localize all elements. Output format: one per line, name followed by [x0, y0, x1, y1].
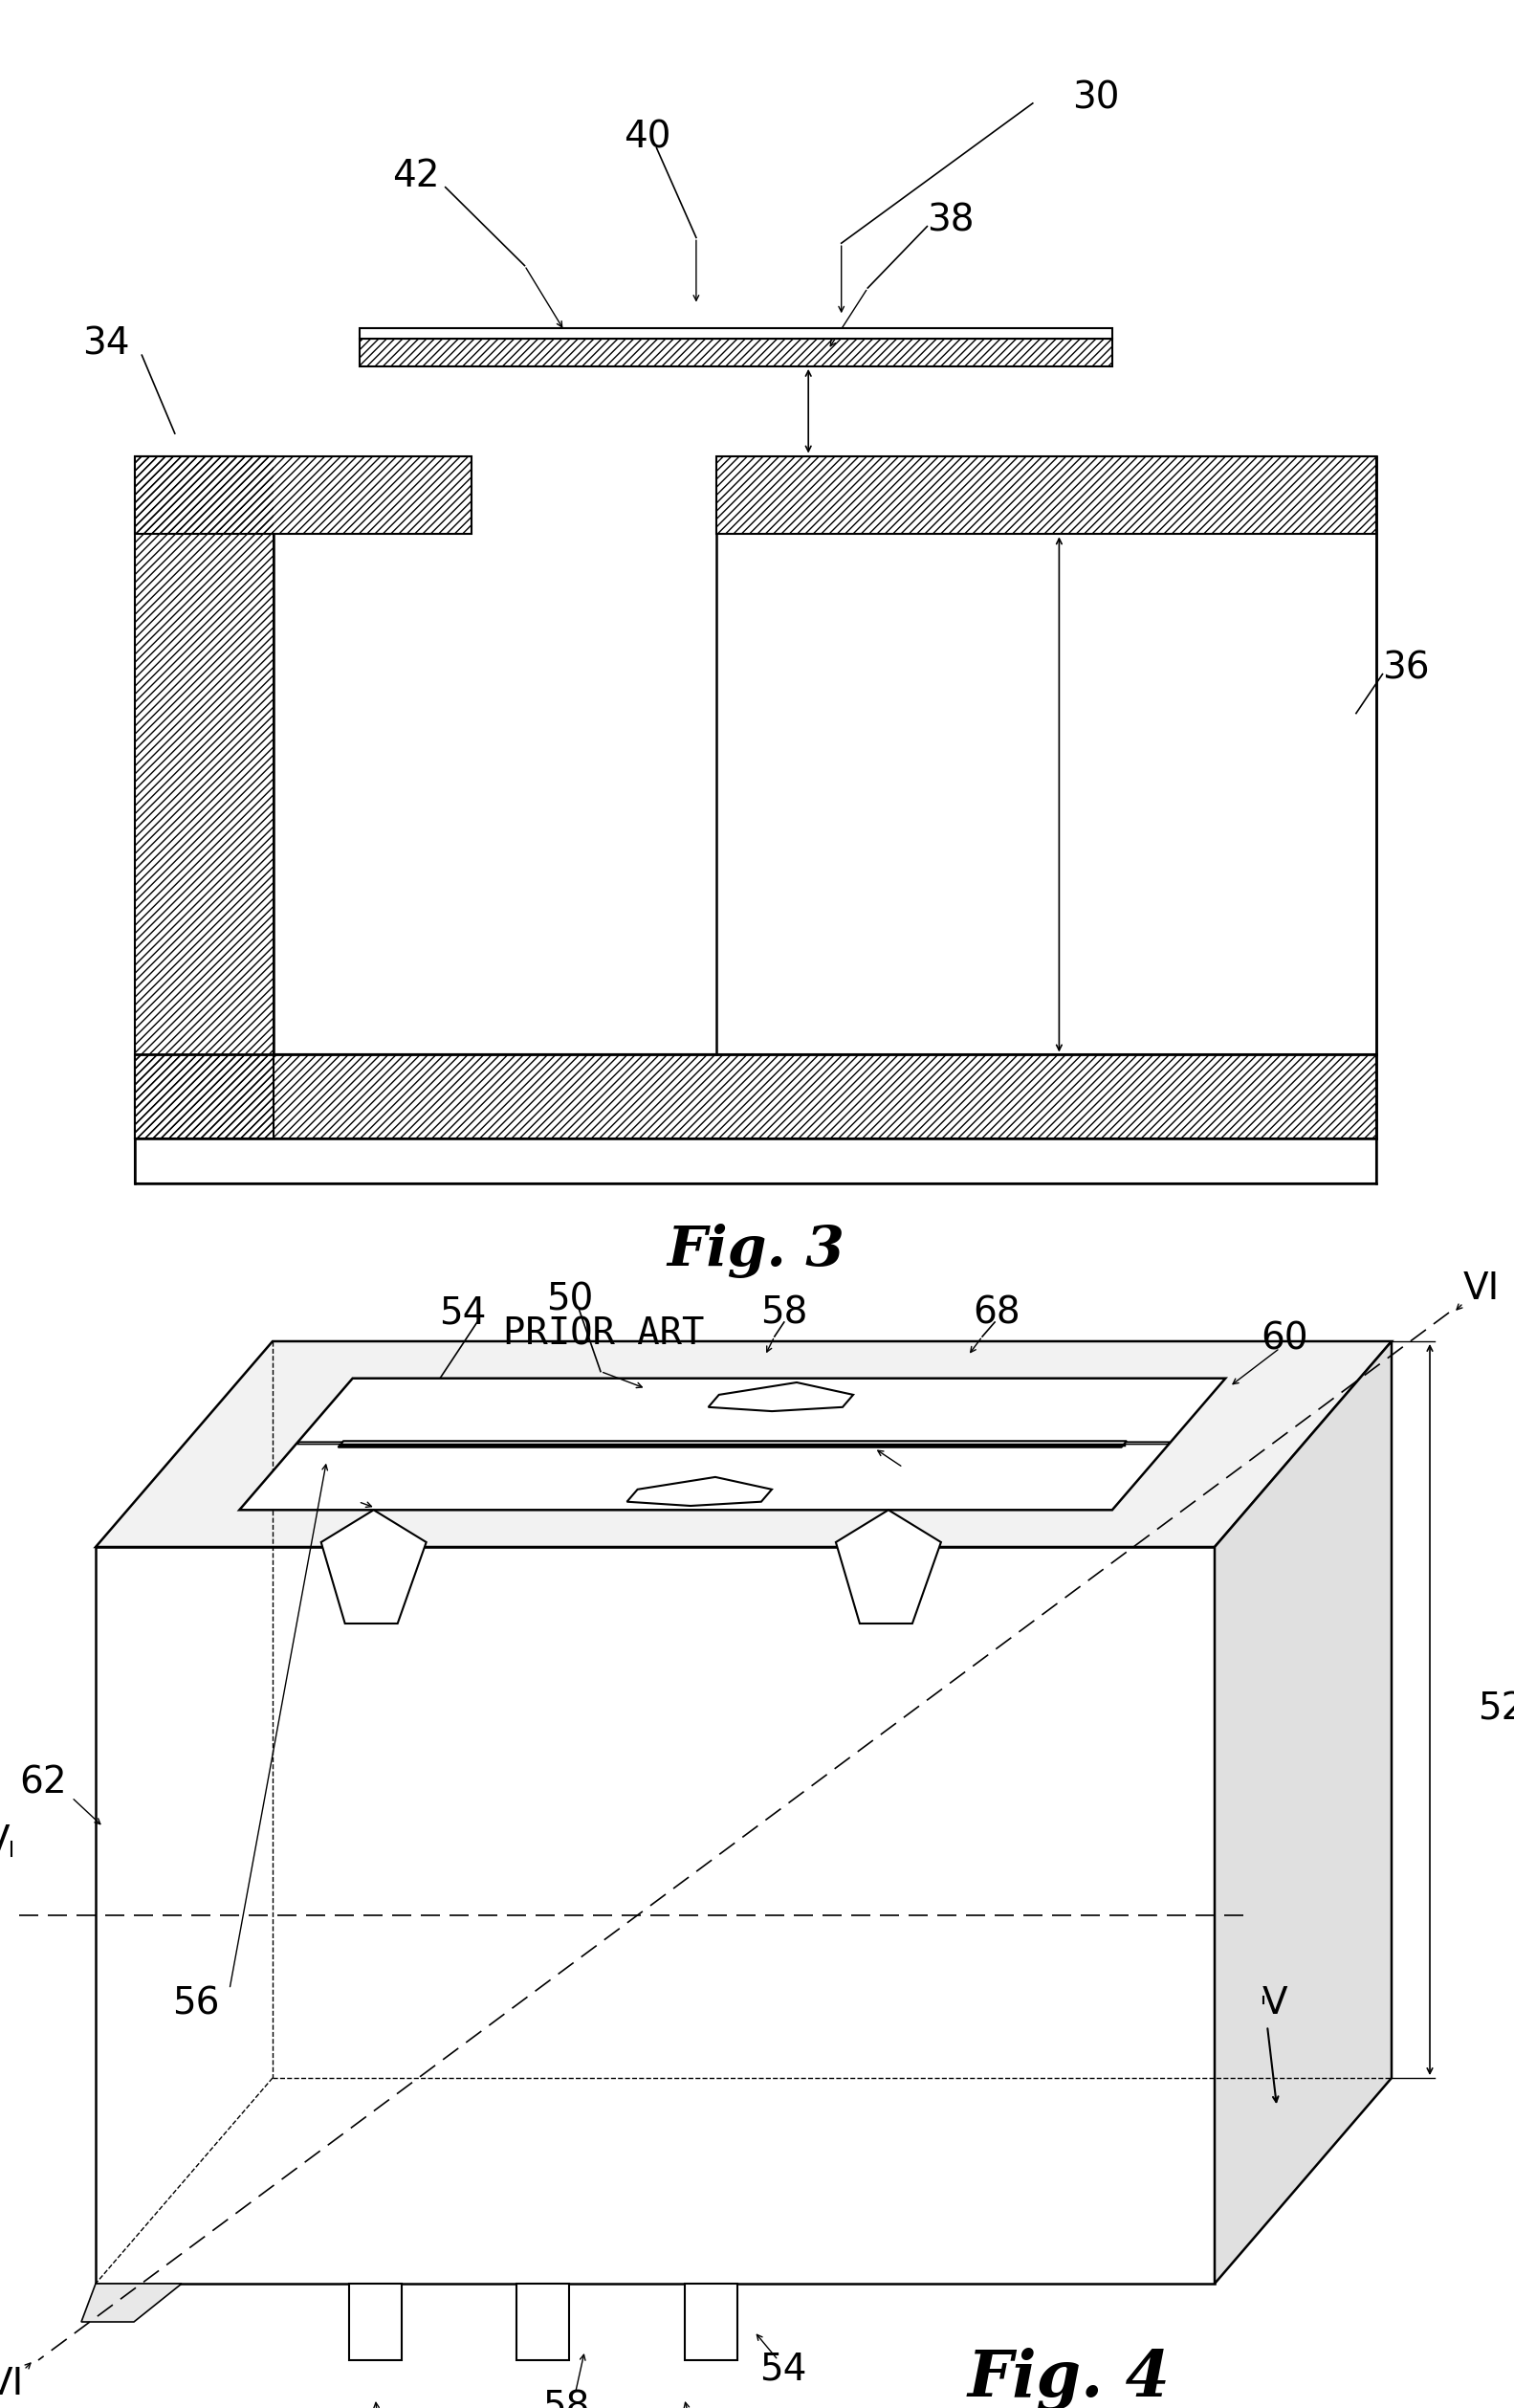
- Text: 50: 50: [545, 1281, 593, 1317]
- Text: VI: VI: [0, 2367, 24, 2403]
- Bar: [684, 2283, 737, 2360]
- Bar: [516, 2283, 569, 2360]
- Text: 54: 54: [439, 1296, 486, 1332]
- Text: 60: 60: [1261, 1320, 1308, 1356]
- Bar: [135, 1139, 1376, 1182]
- Text: Fig. 3: Fig. 3: [666, 1223, 845, 1279]
- Polygon shape: [95, 1546, 1214, 2283]
- Text: VI: VI: [1464, 1271, 1500, 1308]
- Polygon shape: [321, 1510, 427, 1623]
- Polygon shape: [239, 1377, 1225, 1510]
- Text: 42: 42: [392, 159, 441, 195]
- Text: PRIOR ART: PRIOR ART: [503, 1317, 704, 1353]
- Text: 68: 68: [974, 1296, 1020, 1332]
- Bar: [350, 2283, 401, 2360]
- Bar: [716, 455, 1376, 535]
- Polygon shape: [82, 2283, 182, 2321]
- Text: 58: 58: [760, 1296, 807, 1332]
- Bar: [135, 455, 274, 1139]
- Text: V: V: [1263, 1987, 1288, 2023]
- Text: 30: 30: [1072, 79, 1120, 116]
- Text: Fig. 4: Fig. 4: [967, 2348, 1170, 2408]
- Polygon shape: [836, 1510, 942, 1623]
- Bar: [135, 455, 274, 1139]
- Bar: [135, 1055, 1376, 1139]
- Bar: [360, 340, 1111, 366]
- Bar: [360, 327, 1111, 340]
- Polygon shape: [627, 1476, 772, 1505]
- Text: 36: 36: [1382, 650, 1429, 686]
- Polygon shape: [1214, 1341, 1391, 2283]
- Text: 54: 54: [760, 2353, 807, 2389]
- Text: 34: 34: [82, 325, 130, 361]
- Text: 58: 58: [542, 2389, 589, 2408]
- Text: 52: 52: [1478, 1690, 1514, 1729]
- Text: 38: 38: [927, 202, 975, 238]
- Bar: [135, 455, 472, 535]
- Bar: [135, 455, 472, 535]
- Bar: [716, 455, 1376, 535]
- Polygon shape: [338, 1440, 1126, 1447]
- Bar: [135, 1055, 1376, 1139]
- Polygon shape: [95, 1341, 1391, 1546]
- Text: V: V: [0, 1823, 9, 1859]
- Bar: [360, 340, 1111, 366]
- Text: 62: 62: [884, 1459, 931, 1495]
- Text: 62: 62: [20, 1765, 67, 1801]
- Text: 40: 40: [624, 118, 671, 154]
- Polygon shape: [709, 1382, 854, 1411]
- Text: 56: 56: [173, 1987, 220, 2023]
